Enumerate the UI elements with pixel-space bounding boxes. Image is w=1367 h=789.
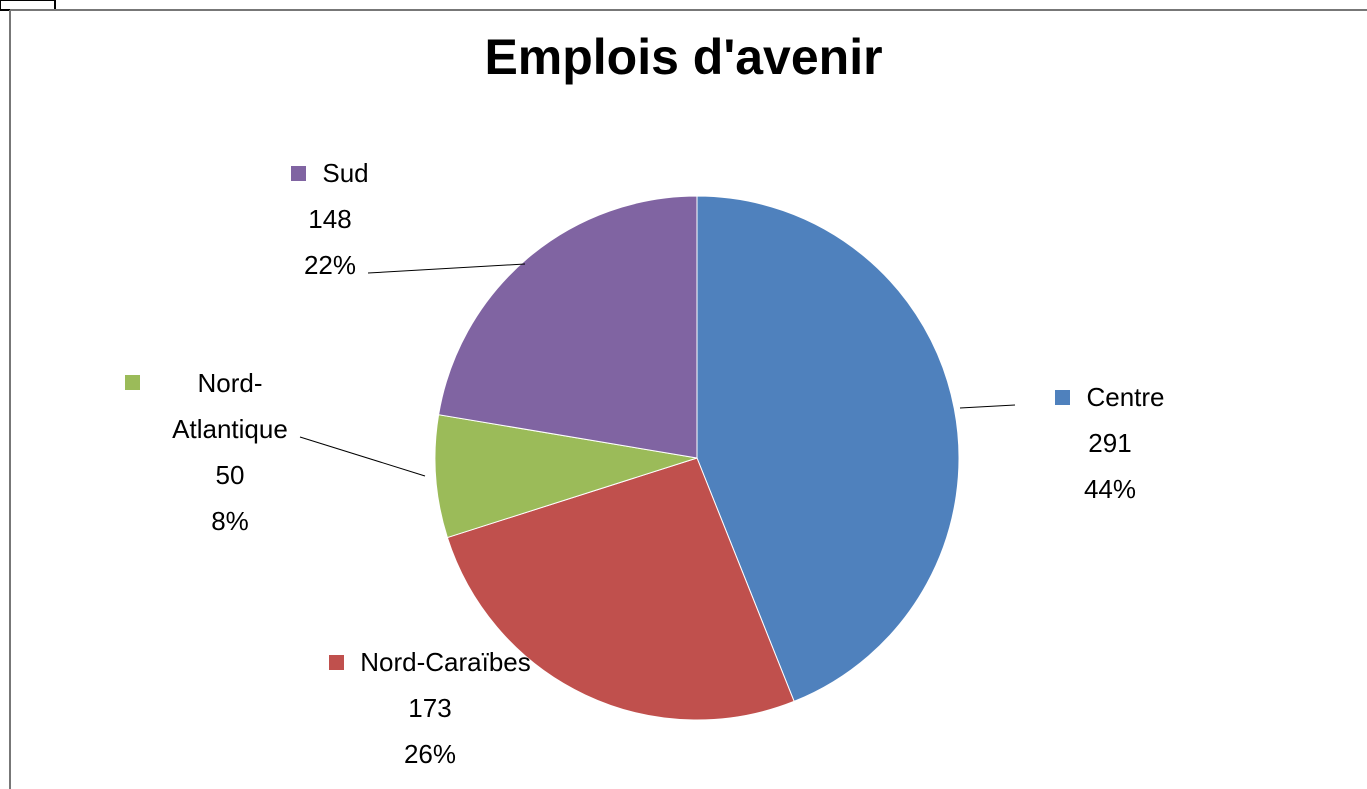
category-label: Centre — [1086, 382, 1165, 412]
percent-label: 8% — [211, 506, 249, 536]
data-label: Centre 291 44% — [1010, 374, 1210, 512]
percent-label: 44% — [1083, 474, 1137, 504]
data-label: Nord-Atlantique 50 8% — [125, 360, 305, 544]
leader-line — [367, 263, 526, 274]
corner-box — [0, 0, 56, 11]
pie — [434, 195, 960, 721]
leader-line — [959, 404, 1016, 409]
legend-swatch — [291, 166, 307, 181]
category-label: Nord-Caraïbes — [360, 647, 531, 677]
pie-slice — [438, 195, 698, 459]
data-label: Sud 148 22% — [230, 150, 430, 288]
value-label: 50 — [215, 460, 245, 490]
pie-slice — [696, 195, 960, 702]
leader-line — [299, 436, 426, 477]
value-label: 173 — [408, 693, 452, 723]
percent-label: 22% — [303, 250, 357, 280]
label-name-row: Nord-Atlantique — [125, 360, 305, 452]
label-name-row: Centre — [1010, 374, 1210, 420]
value-label: 148 — [308, 204, 352, 234]
value-label: 291 — [1088, 428, 1132, 458]
pie-slice — [446, 457, 795, 721]
label-name-row: Nord-Caraïbes — [280, 639, 580, 685]
category-label: Nord-Atlantique — [172, 368, 288, 444]
legend-swatch — [329, 655, 345, 670]
percent-label: 26% — [403, 739, 457, 769]
data-label: Nord-Caraïbes 173 26% — [280, 639, 580, 777]
chart-title: Emplois d'avenir — [484, 29, 883, 85]
label-name-row: Sud — [230, 150, 430, 196]
legend-swatch — [1055, 390, 1071, 405]
legend-swatch — [125, 375, 140, 390]
pie-slice — [434, 414, 698, 539]
category-label: Sud — [322, 158, 369, 188]
